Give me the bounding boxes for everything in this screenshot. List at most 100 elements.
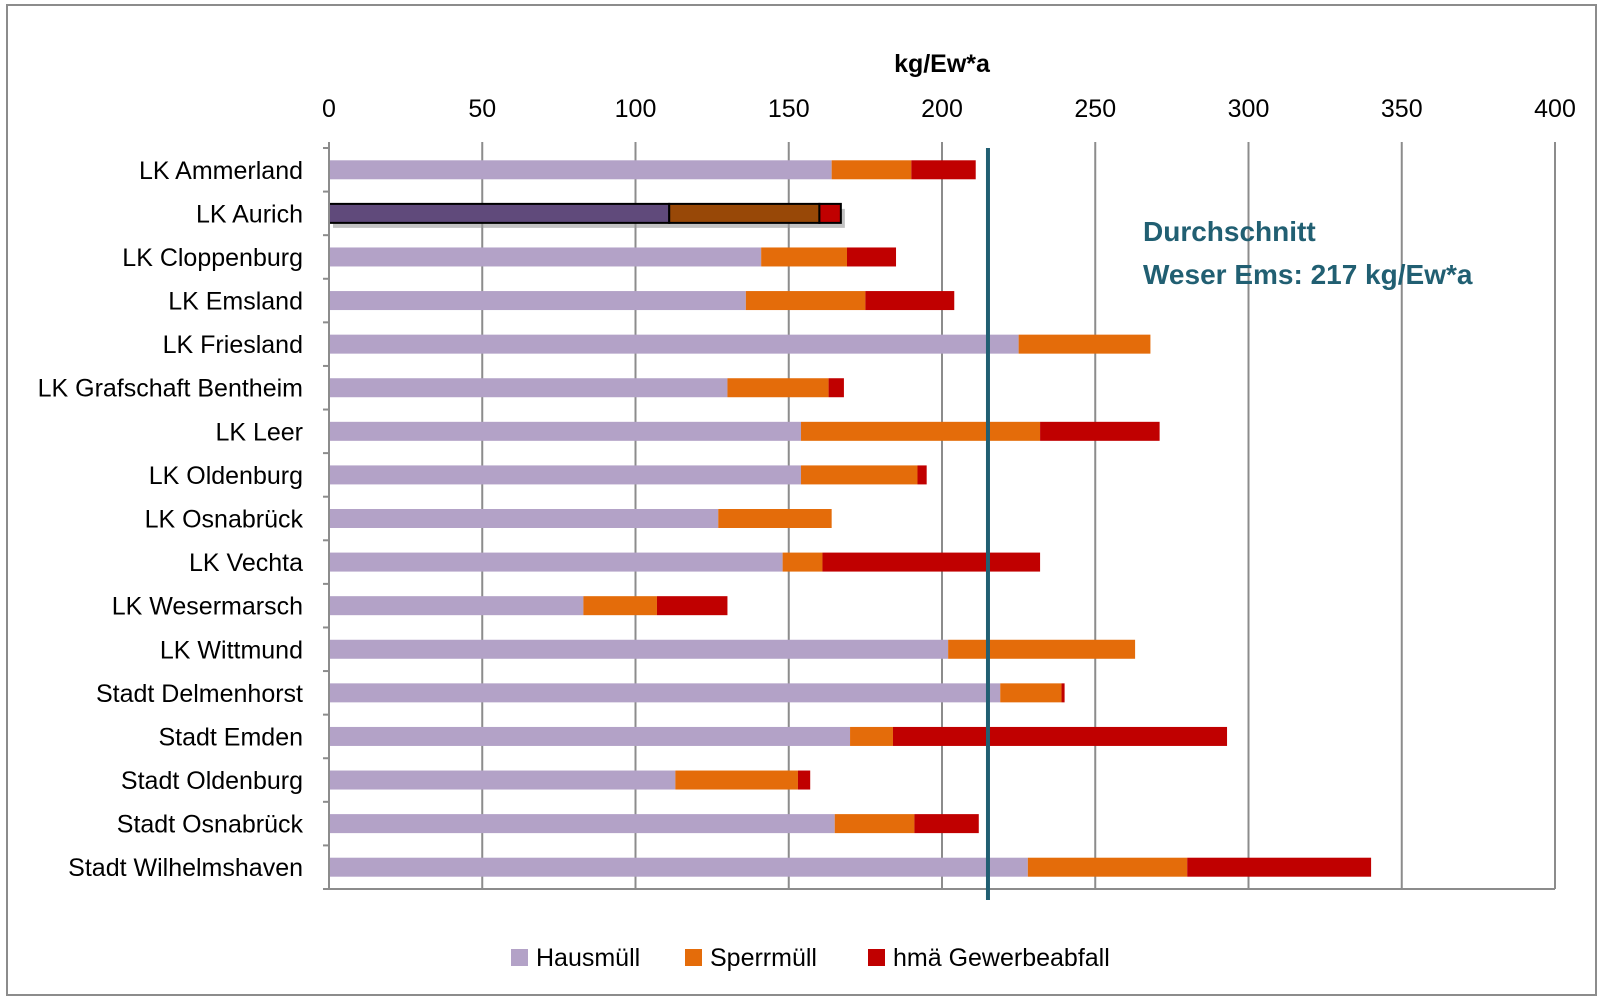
category-label-3: LK Emsland (168, 288, 303, 316)
bar-segment-14-2 (797, 770, 811, 790)
bar-segment-7-1 (801, 465, 918, 485)
bar-segment-5-0 (329, 378, 728, 398)
bar-segment-15-0 (329, 814, 835, 834)
bar-group-13 (329, 726, 1228, 746)
bar-group-14 (329, 770, 811, 790)
bar-segment-9-0 (329, 552, 783, 572)
category-label-2: LK Cloppenburg (122, 244, 303, 272)
bar-segment-3-0 (329, 291, 746, 311)
legend-swatch-2 (868, 949, 885, 966)
category-label-12: Stadt Delmenhorst (96, 680, 303, 708)
bar-segment-14-0 (329, 770, 676, 790)
annotation-line-2: Weser Ems: 217 kg/Ew*a (1143, 259, 1473, 290)
bar-group-15 (329, 814, 979, 834)
bar-group-0 (329, 160, 976, 180)
category-label-6: LK Leer (215, 418, 303, 446)
bar-segment-5-1 (727, 378, 829, 398)
tick-label-400: 400 (1534, 95, 1576, 123)
bar-segment-12-1 (1000, 683, 1062, 703)
tick-label-100: 100 (615, 95, 657, 123)
bar-segment-2-1 (761, 247, 847, 267)
bar-segment-0-1 (831, 160, 912, 180)
bar-segment-3-2 (865, 291, 955, 311)
axes (323, 147, 1555, 890)
bar-group-5 (329, 378, 844, 398)
annotation-line-1: Durchschnitt (1143, 216, 1316, 247)
bar-segment-0-2 (911, 160, 976, 180)
bar-segment-16-2 (1187, 857, 1372, 877)
bar-segment-6-2 (1040, 421, 1160, 441)
legend: Hausmüll Sperrmüll hmä Gewerbeabfall (511, 944, 1110, 972)
tick-label-250: 250 (1074, 95, 1116, 123)
category-label-15: Stadt Osnabrück (117, 811, 304, 839)
bar-segment-10-2 (656, 596, 728, 616)
bar-segment-7-2 (917, 465, 927, 485)
category-labels: LK Ammerland LK Aurich LK Cloppenburg LK Em… (38, 157, 304, 882)
bar-segment-14-1 (675, 770, 798, 790)
bar-group-16 (329, 857, 1372, 877)
category-label-11: LK Wittmund (160, 636, 303, 664)
bar-segment-6-0 (329, 421, 802, 441)
bar-group-10 (329, 596, 728, 616)
bars (328, 160, 1372, 877)
category-label-9: LK Vechta (189, 549, 303, 577)
bar-segment-12-0 (329, 683, 1001, 703)
bar-segment-8-1 (718, 509, 832, 528)
category-label-16: Stadt Wilhelmshaven (68, 854, 303, 882)
bar-segment-0-0 (329, 160, 832, 180)
tick-label-350: 350 (1381, 95, 1423, 123)
tick-label-50: 50 (468, 95, 496, 123)
legend-label-1: Sperrmüll (710, 944, 817, 972)
bar-segment-4-0 (329, 334, 1019, 354)
bar-segment-9-1 (782, 552, 823, 572)
bar-group-9 (329, 552, 1041, 572)
legend-label-2: hmä Gewerbeabfall (893, 944, 1110, 972)
legend-swatch-1 (685, 949, 702, 966)
bar-group-7 (329, 465, 927, 485)
bar-segment-10-1 (583, 596, 657, 616)
bar-segment-12-2 (1061, 683, 1065, 703)
bar-segment-10-0 (329, 596, 584, 616)
bar-segment-16-0 (329, 857, 1028, 877)
bar-segment-3-1 (745, 291, 866, 311)
bar-segment-11-1 (948, 639, 1136, 659)
bar-segment-6-1 (801, 421, 1041, 441)
bar-segment-2-0 (329, 247, 762, 267)
tick-label-150: 150 (768, 95, 810, 123)
x-axis-title: kg/Ew*a (894, 50, 991, 78)
bar-segment-13-1 (850, 726, 893, 746)
bar-group-1 (328, 202, 845, 228)
bar-segment-7-0 (329, 465, 802, 485)
legend-swatch-0 (511, 949, 528, 966)
bar-group-8 (329, 509, 832, 528)
category-label-1: LK Aurich (196, 200, 303, 228)
category-label-4: LK Friesland (163, 331, 303, 359)
tick-label-200: 200 (921, 95, 963, 123)
category-label-0: LK Ammerland (139, 157, 303, 185)
bar-segment-8-0 (329, 509, 719, 528)
bar-segment-13-0 (329, 726, 851, 746)
bar-group-6 (329, 421, 1160, 441)
bar-group-4 (329, 334, 1151, 354)
category-label-5: LK Grafschaft Bentheim (38, 375, 303, 403)
category-label-13: Stadt Emden (158, 723, 303, 751)
bar-segment-1-2 (818, 202, 842, 224)
bar-segment-13-2 (892, 726, 1228, 746)
bar-group-11 (329, 639, 1136, 659)
bar-group-2 (329, 247, 897, 267)
bar-segment-15-1 (834, 814, 915, 834)
bar-segment-5-2 (828, 378, 844, 398)
bar-segment-15-2 (914, 814, 979, 834)
bar-segment-4-1 (1018, 334, 1151, 354)
tick-label-300: 300 (1228, 95, 1270, 123)
bar-segment-1-1 (668, 202, 821, 224)
bar-segment-2-2 (846, 247, 897, 267)
bar-segment-16-1 (1027, 857, 1188, 877)
legend-label-0: Hausmüll (536, 944, 640, 972)
category-label-14: Stadt Oldenburg (121, 767, 303, 795)
bar-group-3 (329, 291, 955, 311)
tick-label-0: 0 (322, 95, 336, 123)
bar-segment-9-2 (822, 552, 1041, 572)
bar-segment-11-0 (329, 639, 949, 659)
